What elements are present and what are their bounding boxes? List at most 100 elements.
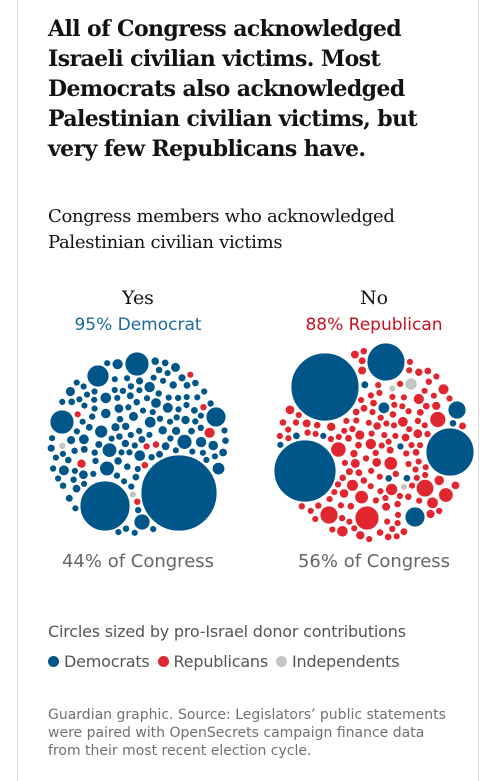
no-bubble [447, 400, 467, 420]
no-bubble [364, 437, 377, 450]
no-bubble [381, 494, 390, 502]
no-bubble [319, 431, 328, 440]
no-bubble [391, 431, 400, 440]
yes-bubble [139, 406, 147, 415]
yes-bubble [133, 449, 146, 462]
no-bubble [284, 425, 293, 434]
yes-bubble [126, 391, 135, 401]
yes-bubble [75, 395, 84, 404]
yes-bubble [90, 395, 99, 404]
no-bubble [400, 432, 411, 443]
no-bubble [357, 396, 366, 404]
no-bubble [399, 393, 408, 402]
yes-bubble [126, 382, 135, 391]
yes-bubble [118, 386, 127, 395]
yes-bubble [122, 524, 131, 533]
no-bubble [433, 474, 445, 486]
yes-bubble [128, 490, 137, 499]
no-bubble [421, 471, 430, 479]
no-bubble [359, 403, 369, 413]
no-bubble [367, 429, 376, 438]
no-bubble [399, 482, 408, 491]
no-bubble [292, 431, 301, 441]
yes-bubble [99, 460, 115, 477]
no-bubble [372, 421, 382, 431]
yes-bubble [207, 439, 219, 452]
yes-bubble [46, 443, 56, 453]
yes-bubble [58, 441, 67, 450]
yes-bubble [71, 504, 80, 513]
yes-bubble [128, 411, 139, 422]
yes-bubble [177, 373, 187, 383]
yes-bubble [94, 424, 109, 439]
yes-bubble [94, 440, 104, 449]
no-bubble [294, 411, 303, 419]
yes-bubble [221, 436, 230, 445]
no-bubble [402, 449, 411, 458]
yes-bubble [145, 430, 154, 439]
yes-bubble [140, 454, 218, 532]
yes-bubble [115, 432, 124, 441]
yes-bubble [65, 493, 74, 503]
yes-bubble [218, 447, 228, 458]
no-bubble [382, 419, 391, 428]
no-bubble [414, 367, 424, 377]
yes-bubble [59, 481, 68, 490]
yes-bubble [123, 374, 131, 383]
no-bubble [399, 527, 409, 536]
no-bubble [423, 366, 432, 376]
yes-bubble [166, 417, 174, 426]
no-bubble [435, 506, 444, 515]
no-bubble [354, 489, 369, 505]
no-bubble [413, 416, 422, 425]
yes-bubble [130, 441, 139, 450]
no-bubble [354, 505, 380, 531]
no-bubble [375, 528, 385, 537]
yes-bubble [180, 414, 191, 425]
yes-bubble [171, 425, 182, 436]
yes-bubble [64, 455, 73, 465]
no-bubble [404, 506, 426, 528]
yes-bubble [155, 414, 164, 423]
no-bubble [333, 480, 342, 489]
no-bubble [348, 424, 357, 433]
legend-item-democrats: Democrats [48, 652, 150, 671]
no-bubble [359, 476, 368, 485]
yes-bubble [90, 404, 99, 413]
yes-bubble [143, 394, 151, 403]
no-bubble [423, 430, 432, 439]
size-note: Circles sized by pro-Israel donor contri… [48, 622, 406, 641]
no-bubble [426, 496, 439, 510]
no-bubble [431, 400, 442, 411]
yes-bubble [155, 365, 164, 375]
yes-bubble [110, 375, 119, 384]
yes-bubble [206, 399, 215, 408]
yes-bubble [121, 421, 131, 431]
no-bubble [393, 499, 402, 509]
yes-bubble [78, 417, 87, 426]
yes-bubble [147, 453, 156, 462]
yes-bubble [100, 407, 112, 420]
yes-bubble [148, 408, 157, 417]
no-bubble [458, 421, 467, 431]
no-bubble [330, 488, 339, 497]
right-rule [478, 0, 479, 781]
no-bubble [402, 474, 411, 483]
yes-bubble [133, 497, 142, 506]
no-bubble [365, 535, 374, 543]
yes-bubble [202, 455, 211, 464]
no-bubble [388, 410, 397, 419]
yes-bubble [49, 464, 58, 473]
no-bubble [438, 487, 454, 503]
yes-bubble [188, 447, 197, 456]
no-bubble [374, 381, 383, 390]
no-bubble [376, 413, 385, 422]
group-majority-yes: 95% Democrat [74, 315, 202, 335]
no-bubble [303, 428, 312, 437]
yes-bubble [113, 403, 125, 414]
no-bubble [408, 481, 417, 490]
yes-bubble [113, 393, 122, 402]
yes-bubble [90, 448, 99, 457]
no-bubble [375, 388, 384, 397]
